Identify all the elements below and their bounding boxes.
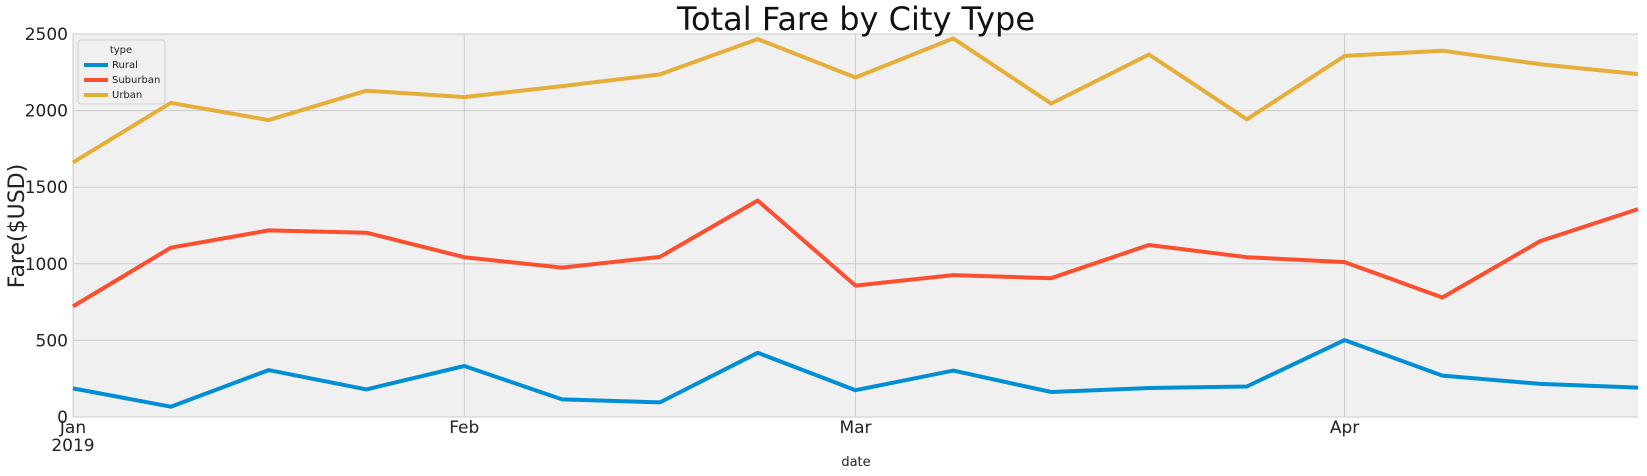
y-axis-label: Fare($USD) [5,164,30,288]
legend-label-urban: Urban [112,90,142,101]
x-axis-label: date [841,455,870,470]
y-tick-label: 500 [36,331,68,351]
series-line-suburban [71,198,1639,309]
series-line-rural [72,338,1639,409]
x-tick-label: Feb [449,418,479,438]
legend-box [77,39,166,105]
y-axis: 0 500 1000 1500 2000 2500 [25,25,68,428]
legend-title: type [110,45,132,56]
x-tick-label: Apr [1330,418,1359,438]
y-tick-label: 2500 [25,25,68,45]
legend: type Rural Suburban Urban [77,39,166,105]
y-tick-label: 1000 [25,255,68,275]
x-tick-sublabel: 2019 [51,436,94,456]
chart-title: Total Fare by City Type [676,0,1035,38]
x-tick-label: Mar [839,418,871,438]
series-layer [71,36,1639,409]
legend-label-rural: Rural [112,60,138,71]
y-tick-label: 1500 [25,178,68,198]
legend-label-suburban: Suburban [112,75,160,86]
y-tick-label: 0 [57,408,68,428]
y-tick-label: 2000 [25,102,68,122]
series-line-urban [71,36,1639,165]
x-tick-label: Jan [59,418,86,438]
